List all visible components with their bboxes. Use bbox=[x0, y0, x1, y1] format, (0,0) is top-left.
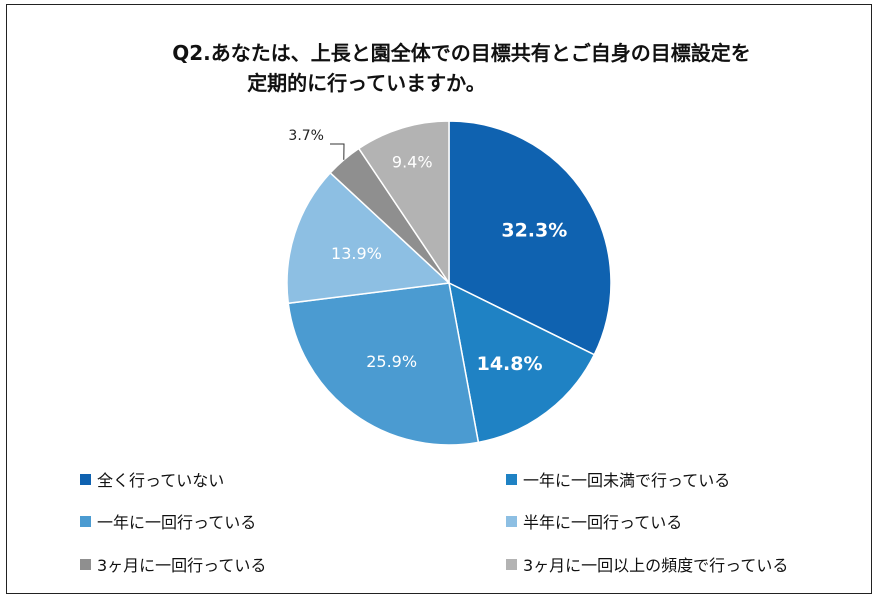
legend-swatch-3 bbox=[80, 515, 91, 527]
legend-item-2: 一年に一回未満で行っている bbox=[506, 468, 730, 490]
legend-label-1: 全く行っていない bbox=[97, 471, 225, 490]
pie-slice-4 bbox=[286, 171, 451, 305]
pie-slice-2 bbox=[447, 281, 596, 444]
legend-item-1: 全く行っていない bbox=[80, 468, 224, 490]
legend-item-6: 3ヶ月に一回以上の頻度で行っている bbox=[506, 553, 788, 575]
data-label-4: 13.9% bbox=[331, 244, 382, 263]
legend-label-3: 一年に一回行っている bbox=[97, 513, 257, 532]
legend-label-2: 一年に一回未満で行っている bbox=[523, 471, 731, 490]
legend-label-6: 3ヶ月に一回以上の頻度で行っている bbox=[523, 556, 789, 575]
chart-title-line-2: 定期的に行っていますか。 bbox=[247, 71, 486, 95]
legend-label-4: 半年に一回行っている bbox=[523, 513, 683, 532]
legend-item-5: 3ヶ月に一回行っている bbox=[80, 553, 266, 575]
legend-swatch-1 bbox=[80, 473, 91, 485]
pie-slice-6 bbox=[357, 120, 450, 286]
legend-swatch-2 bbox=[506, 473, 517, 485]
legend-label-5: 3ヶ月に一回行っている bbox=[97, 556, 267, 575]
data-label-2: 14.8% bbox=[477, 353, 543, 375]
data-label-3: 25.9% bbox=[366, 352, 417, 371]
chart-title-line-1: Q2.あなたは、上長と園全体での目標共有とご自身の目標設定を bbox=[172, 41, 751, 65]
legend-item-3: 一年に一回行っている bbox=[80, 510, 256, 532]
data-label-6: 9.4% bbox=[392, 153, 433, 172]
legend-swatch-5 bbox=[80, 558, 91, 570]
pie-slice-1 bbox=[448, 120, 612, 356]
legend-item-4: 半年に一回行っている bbox=[506, 510, 682, 532]
legend-swatch-6 bbox=[506, 558, 517, 570]
data-label-1: 32.3% bbox=[501, 220, 567, 242]
legend-swatch-4 bbox=[506, 515, 517, 527]
chart-title: Q2.あなたは、上長と園全体での目標共有とご自身の目標設定を 定期的に行っていま… bbox=[0, 38, 883, 98]
data-label-5: 3.7% bbox=[288, 128, 324, 144]
leader-line-5 bbox=[330, 143, 345, 160]
pie-slice-3 bbox=[287, 282, 480, 446]
